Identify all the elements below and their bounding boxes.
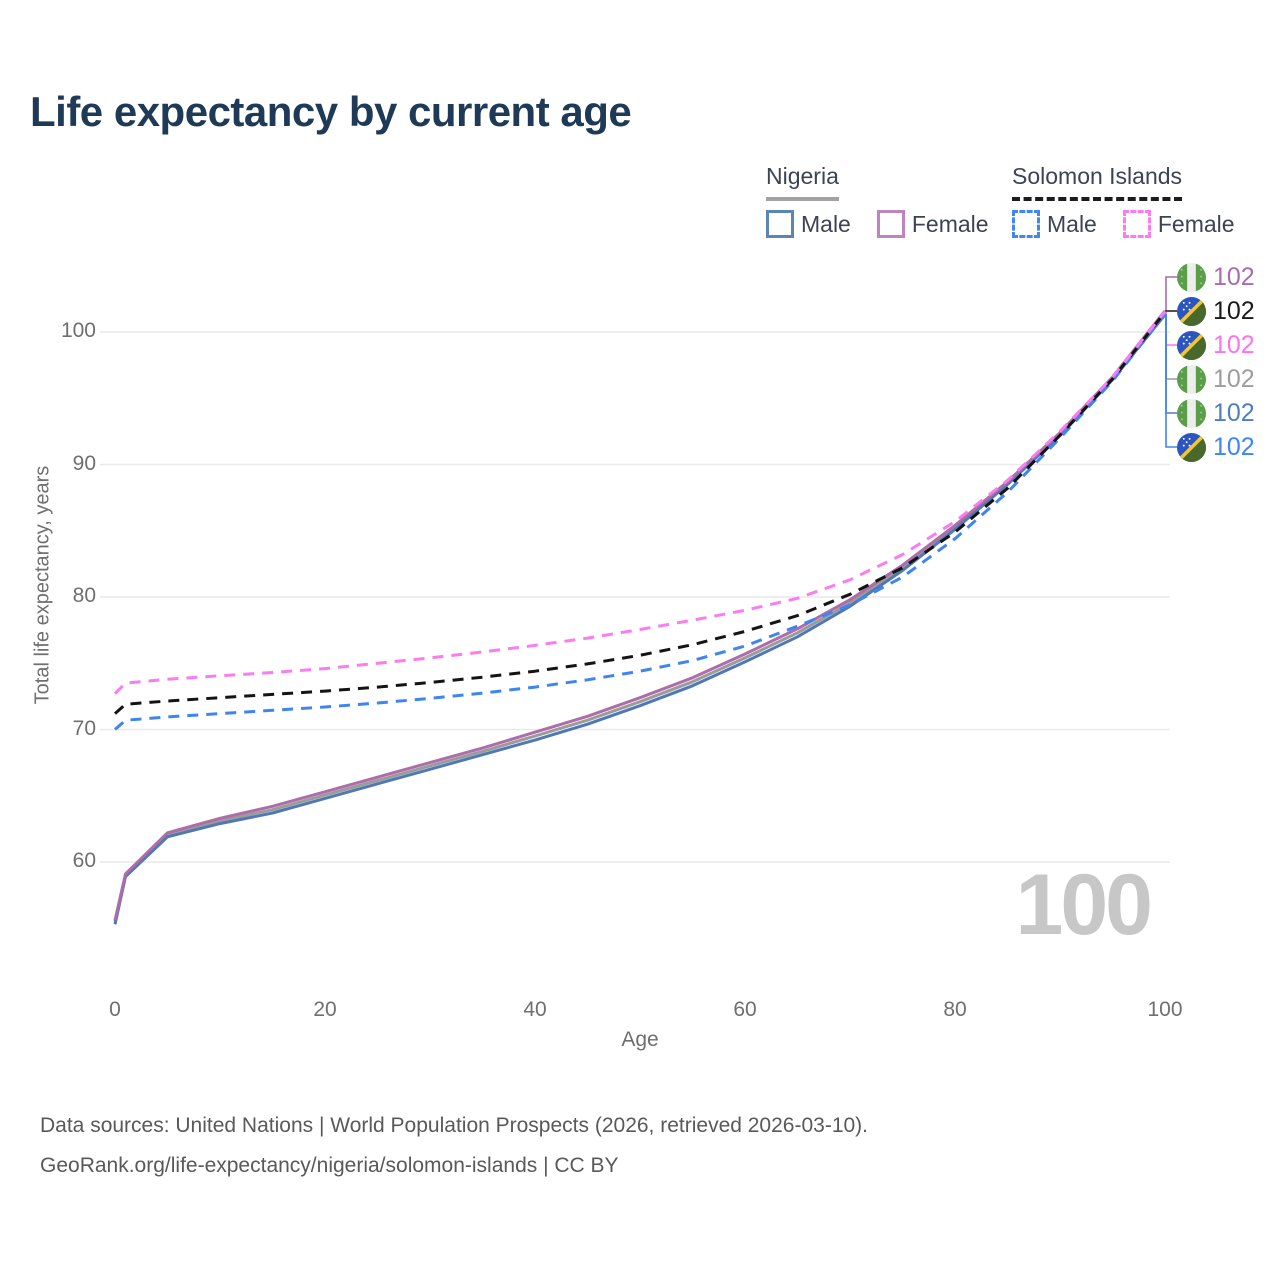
nigeria-flag-icon [1177, 398, 1206, 428]
endpoint-row-nigeria_female: 102 [1177, 262, 1255, 292]
legend-title-solomon-islands: Solomon Islands [1012, 163, 1183, 201]
endpoint-row-si_female: 102 [1177, 330, 1255, 360]
page-title: Life expectancy by current age [30, 88, 632, 135]
x-tick-label: 60 [733, 998, 757, 1021]
nigeria-flag [1177, 262, 1206, 292]
x-tick-label: 100 [1147, 998, 1183, 1021]
nigeria-male-swatch-icon [766, 210, 794, 238]
footer: Data sources: United Nations | World Pop… [40, 1106, 868, 1186]
legend-title-nigeria: Nigeria [766, 163, 839, 201]
endpoint-value-nigeria_male: 102 [1213, 398, 1255, 427]
endpoint-row-nigeria_total: 102 [1177, 364, 1255, 394]
legend-group-nigeria: Nigeria Male Female [766, 163, 989, 238]
leader-line-si_total [1165, 310, 1177, 313]
legend-item-solomon-female[interactable]: Female [1122, 210, 1235, 238]
y-tick-label: 80 [72, 584, 96, 607]
leader-line-nigeria_male [1165, 314, 1177, 414]
x-tick-label: 20 [313, 998, 337, 1021]
leader-line-nigeria_female [1165, 276, 1177, 311]
nigeria-female-swatch-icon [876, 210, 905, 238]
endpoint-value-si_male: 102 [1213, 432, 1255, 461]
legend-item-nigeria-female[interactable]: Female [876, 210, 989, 238]
line-chart [100, 276, 1177, 925]
leader-line-si_female [1165, 311, 1177, 346]
y-tick-label: 70 [72, 716, 96, 740]
solomon-islands-flag [1177, 330, 1206, 360]
legend-label: Male [801, 210, 851, 237]
nigeria-flag [1177, 398, 1206, 428]
series-line-si_male [114, 313, 1167, 731]
series-line-nigeria_male [113, 313, 1167, 925]
x-axis-title: Age [621, 1028, 659, 1051]
y-tick-label: 100 [60, 319, 96, 342]
solomon-islands-flag-icon [1177, 296, 1206, 326]
legend-item-solomon-male[interactable]: Male [1012, 210, 1097, 238]
y-tick-label: 60 [72, 849, 96, 872]
solomon-islands-flag-icon [1177, 432, 1206, 462]
solomon-female-swatch-icon [1122, 210, 1151, 238]
x-tick-label: 40 [523, 998, 547, 1021]
watermark-current-age: 100 [1015, 857, 1154, 953]
endpoint-row-si_male: 102 [1177, 432, 1255, 462]
legend-group-solomon-islands: Solomon Islands Male Female [1012, 163, 1235, 238]
series-line-nigeria_total [113, 311, 1167, 922]
legend-label: Female [911, 210, 989, 237]
endpoint-value-nigeria_total: 102 [1213, 364, 1255, 393]
legend-label: Male [1047, 210, 1097, 237]
solomon-male-swatch-icon [1012, 210, 1040, 238]
nigeria-flag-icon [1177, 364, 1206, 394]
leader-line-si_male [1165, 314, 1177, 448]
nigeria-flag-icon [1177, 262, 1206, 292]
legend-label: Female [1157, 210, 1235, 237]
x-tick-label: 0 [109, 998, 121, 1021]
solomon-islands-flag [1177, 296, 1206, 326]
solomon-islands-flag [1177, 432, 1206, 462]
leader-line-nigeria_total [1165, 312, 1177, 380]
y-tick-label: 90 [72, 451, 96, 475]
footer-data-sources: Data sources: United Nations | World Pop… [40, 1114, 869, 1137]
endpoint-row-nigeria_male: 102 [1177, 398, 1255, 428]
series-line-nigeria_female [113, 309, 1167, 921]
solomon-islands-flag-icon [1177, 330, 1206, 360]
endpoint-value-nigeria_female: 102 [1213, 262, 1255, 291]
endpoint-row-si_total: 102 [1177, 296, 1255, 326]
legend-item-nigeria-male[interactable]: Male [766, 210, 851, 238]
endpoint-value-si_total: 102 [1213, 296, 1255, 325]
footer-attribution: GeoRank.org/life-expectancy/nigeria/solo… [40, 1154, 619, 1177]
series-line-si_female [113, 310, 1167, 695]
endpoint-value-si_female: 102 [1213, 330, 1255, 359]
x-tick-label: 80 [943, 998, 967, 1021]
nigeria-flag [1177, 364, 1206, 394]
series-line-si_total [114, 311, 1167, 715]
